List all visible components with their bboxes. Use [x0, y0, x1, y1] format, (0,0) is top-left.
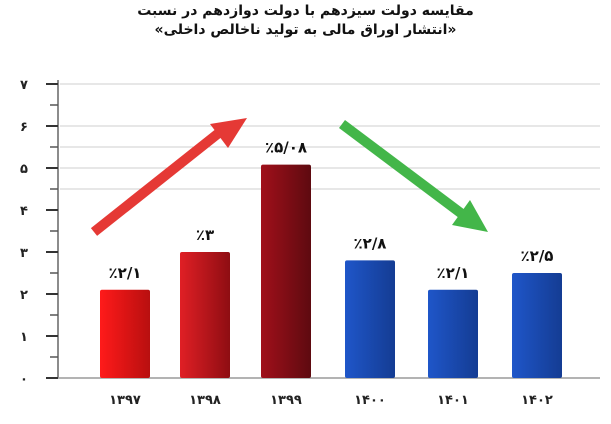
data-label: ٪۲/۵	[521, 247, 554, 265]
x-tick-label: ۱۴۰۲	[521, 393, 553, 408]
x-tick-label: ۱۳۹۸	[189, 393, 221, 408]
x-tick-label: ۱۴۰۱	[437, 393, 469, 408]
trend-arrow-down	[339, 120, 465, 218]
x-tick-label: ۱۳۹۹	[270, 393, 302, 408]
y-tick-label: ۰	[20, 372, 28, 387]
y-tick-label: ۷	[20, 78, 28, 93]
bar	[512, 273, 562, 378]
trend-arrow-up-head	[210, 118, 247, 148]
bar	[428, 289, 478, 378]
bar	[180, 252, 230, 378]
trend-arrow-down-head	[452, 200, 488, 232]
data-label: ٪۳	[196, 226, 214, 244]
y-tick-label: ۱	[20, 330, 28, 345]
y-tick-label: ۶	[20, 120, 28, 135]
data-label: ٪۵/۰۸	[265, 139, 307, 157]
x-tick-label: ۱۳۹۷	[109, 393, 141, 408]
chart-subtitle: «انتشار اوراق مالی به تولید ناخالص داخلی…	[154, 22, 457, 38]
y-tick-label: ۲	[20, 288, 28, 303]
y-tick-label: ۵	[20, 162, 28, 177]
data-label: ٪۲/۸	[354, 234, 387, 252]
x-tick-label: ۱۴۰۰	[354, 393, 386, 408]
bar	[100, 289, 150, 378]
bar	[261, 164, 311, 378]
trend-arrow-up	[90, 128, 224, 236]
y-tick-label: ۴	[20, 204, 28, 219]
data-label: ٪۲/۱	[109, 264, 142, 282]
y-tick-label: ۳	[20, 246, 28, 261]
chart-title: مقایسه دولت سیزدهم با دولت دوازدهم در نس…	[137, 3, 474, 19]
data-label: ٪۲/۱	[437, 264, 470, 282]
bar	[345, 260, 395, 378]
